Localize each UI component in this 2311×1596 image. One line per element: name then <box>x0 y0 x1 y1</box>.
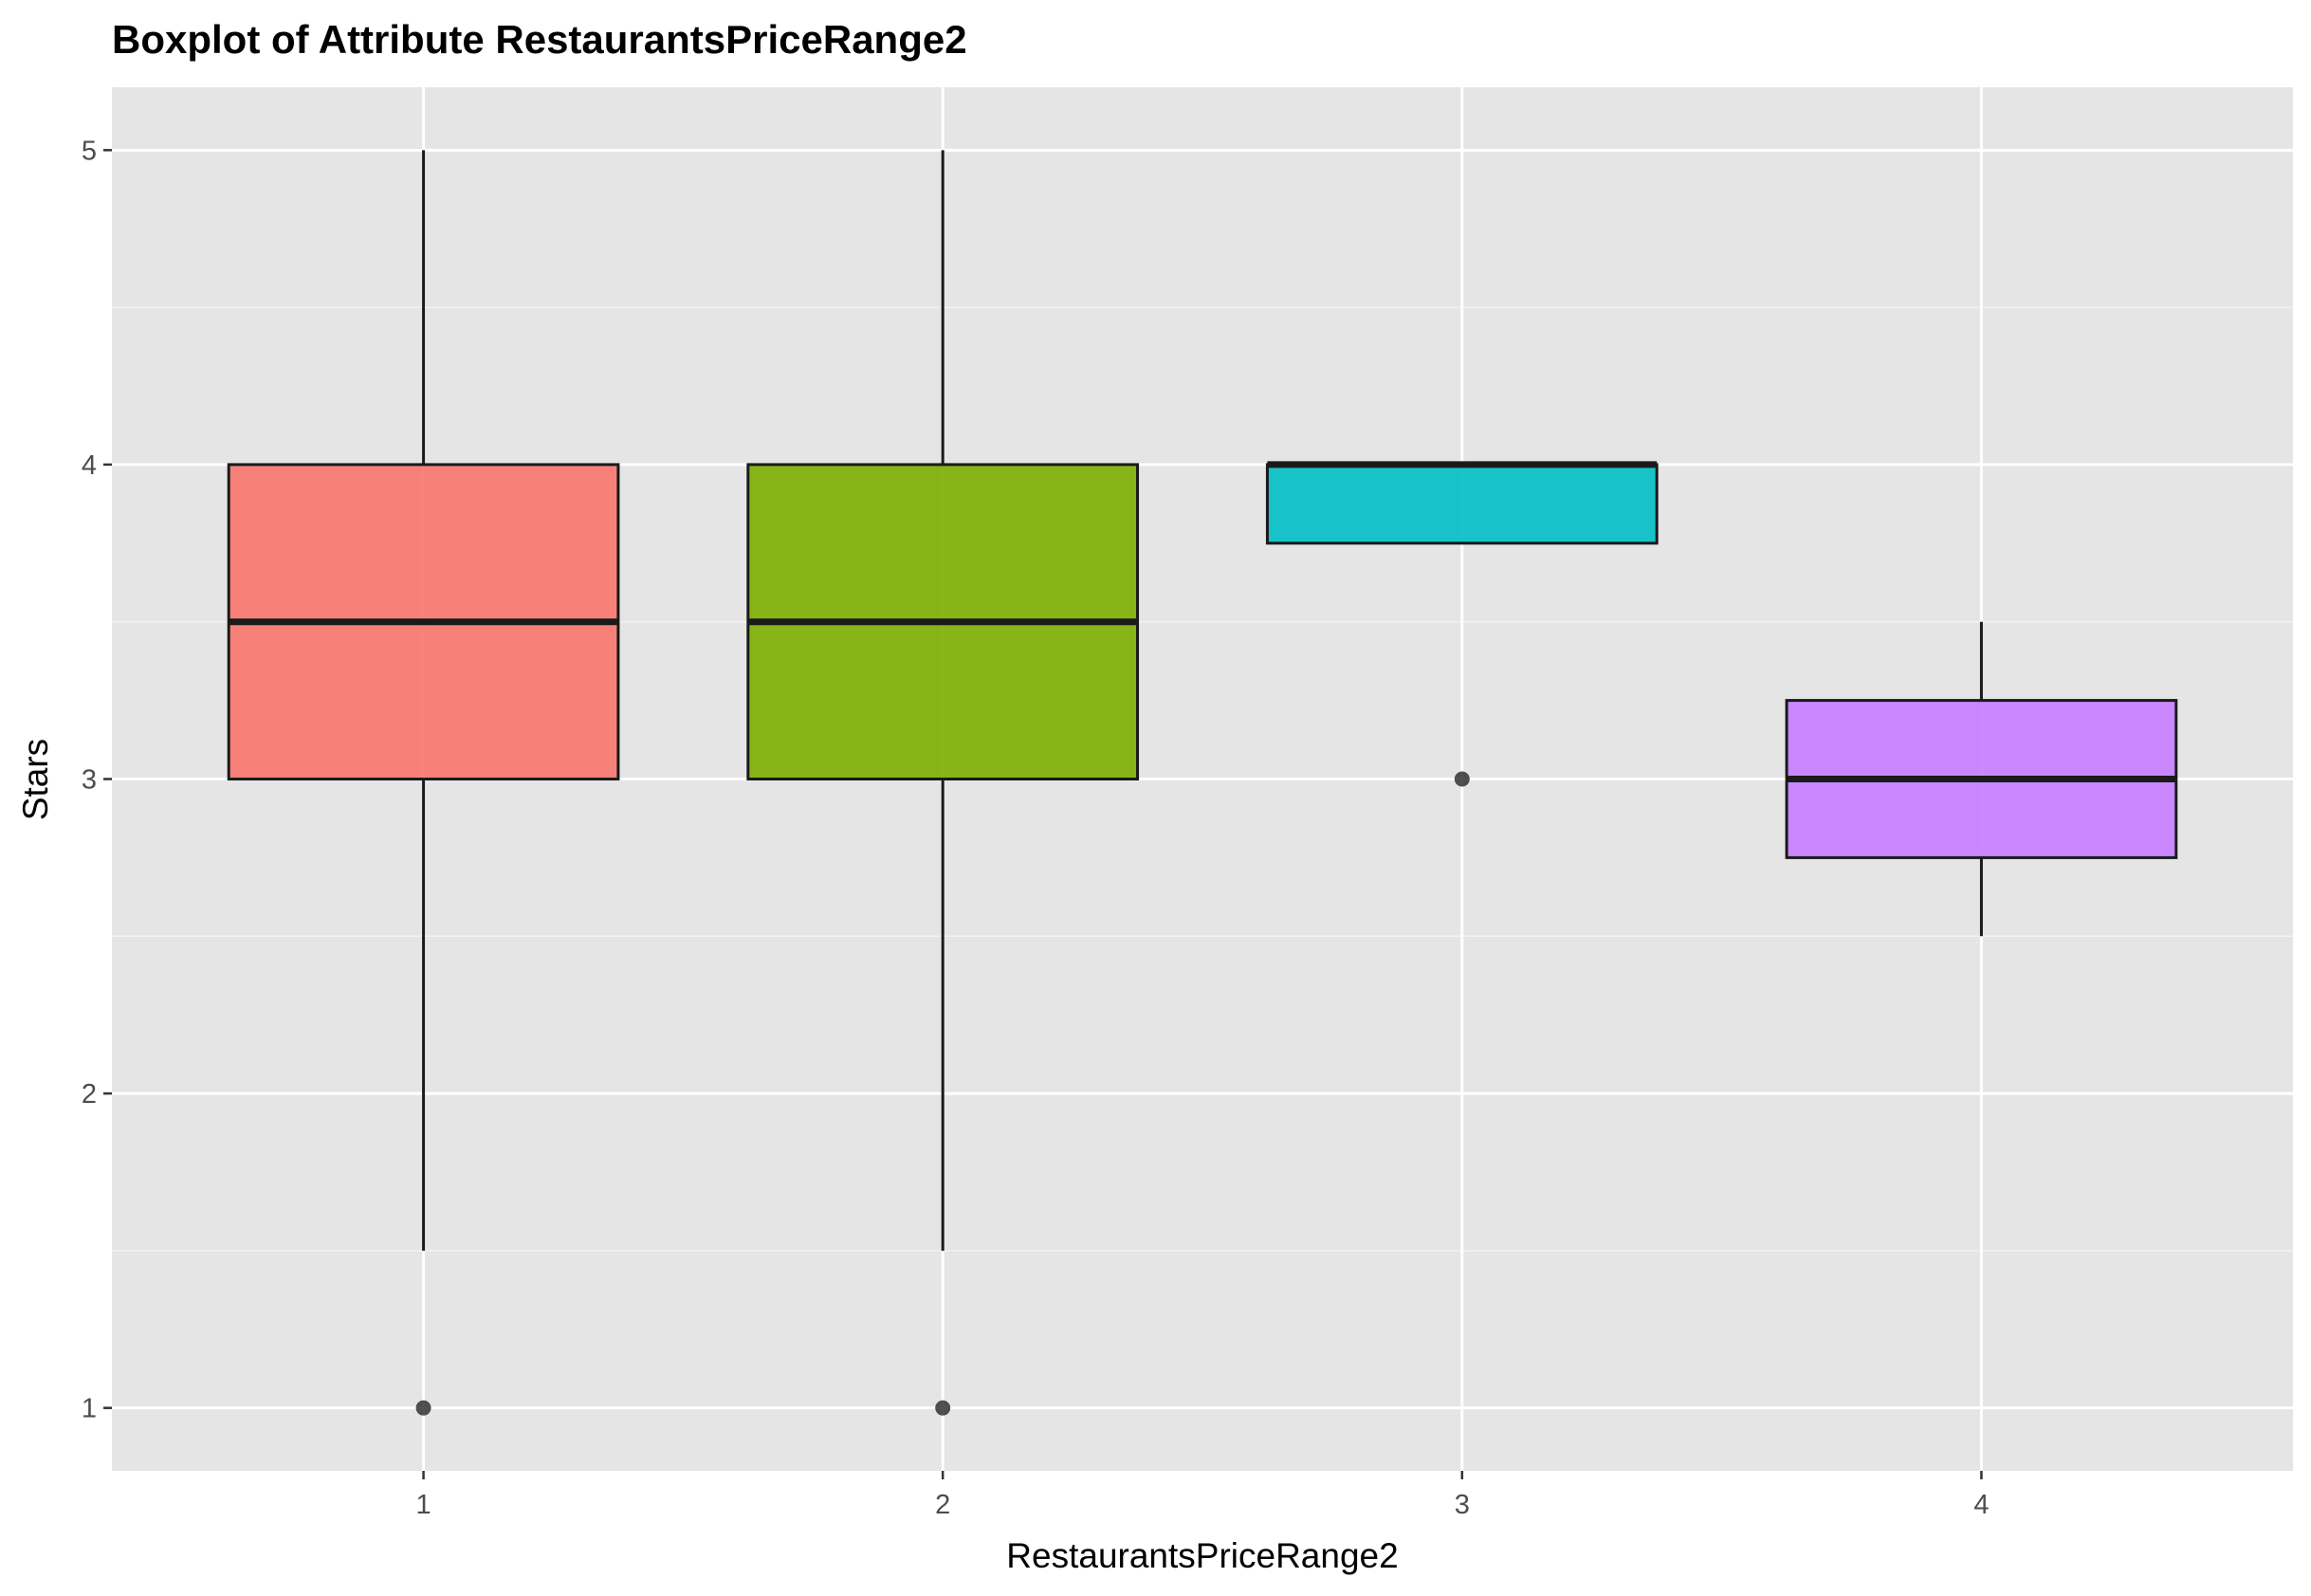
x-tick-label: 4 <box>1973 1490 1989 1520</box>
y-tick-label: 4 <box>82 450 97 481</box>
box-iqr <box>1265 463 1659 545</box>
box-group-1 <box>227 150 620 1416</box>
y-axis-title: Stars <box>16 739 55 820</box>
chart-title: Boxplot of Attribute RestaurantsPriceRan… <box>112 17 967 62</box>
y-tick-label: 2 <box>82 1079 97 1110</box>
y-tick-label: 5 <box>82 136 97 166</box>
box-group-3 <box>1265 461 1659 787</box>
box-group-4 <box>1785 621 2178 937</box>
outlier-point <box>415 1400 431 1416</box>
y-axis: 1 2 3 4 5 <box>82 136 112 1424</box>
x-tick-label: 2 <box>935 1490 950 1520</box>
outlier-point <box>1454 771 1470 787</box>
outlier-point <box>935 1400 951 1416</box>
x-tick-label: 1 <box>416 1490 431 1520</box>
y-tick-label: 3 <box>82 765 97 796</box>
x-axis-title: RestaurantsPriceRange2 <box>1006 1536 1398 1575</box>
y-tick-label: 1 <box>82 1394 97 1424</box>
box-group-2 <box>746 150 1140 1416</box>
x-axis: 1 2 3 4 <box>416 1471 1989 1520</box>
x-tick-label: 3 <box>1455 1490 1470 1520</box>
box-series <box>227 150 2178 1416</box>
